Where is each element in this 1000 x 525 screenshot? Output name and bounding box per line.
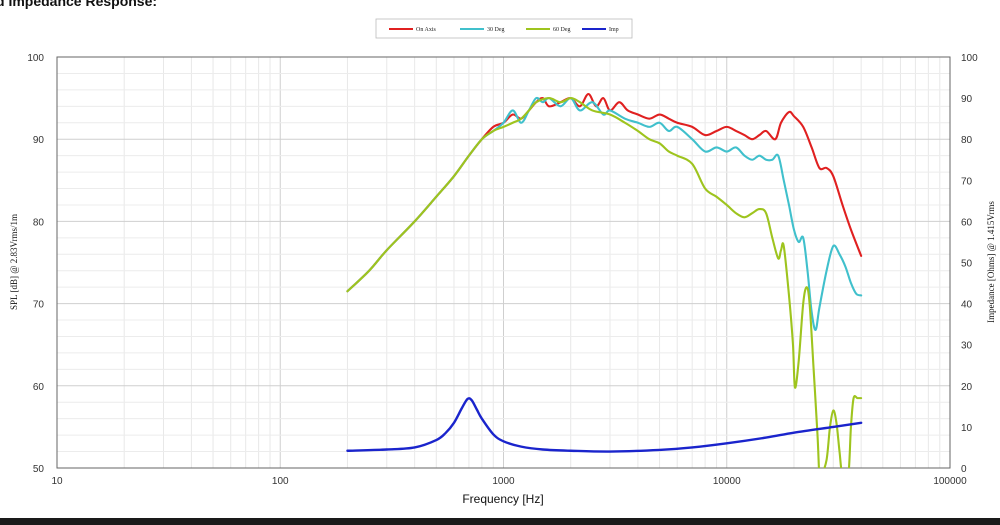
- y-tick-label-right: 70: [961, 176, 973, 187]
- tick-labels: 10 100 1000 10000 10000050607080901000102030…: [27, 53, 978, 487]
- series-line-imp: [346, 397, 863, 453]
- legend-label: On Axis: [416, 27, 437, 33]
- grid: [56, 56, 950, 469]
- y-axis-label-left: SPL [dB] @ 2.83Vrms/1m: [9, 214, 19, 310]
- y-tick-label-right: 50: [961, 259, 973, 270]
- y-tick-label-left: 80: [33, 217, 45, 228]
- y-tick-label-right: 10: [961, 423, 973, 434]
- series-line-30-deg: [346, 96, 863, 331]
- window-bottom-edge: [0, 518, 1000, 525]
- legend: On Axis 30 Deg 60 Deg Imp: [375, 18, 633, 39]
- y-axis-label-right: Impedance [Ohms] @ 1.415Vrms: [986, 201, 996, 323]
- y-tick-label-left: 90: [33, 135, 45, 146]
- x-tick-label: 10: [51, 476, 63, 487]
- x-tick-label: 100000: [933, 476, 967, 487]
- y-tick-label-right: 30: [961, 341, 973, 352]
- y-tick-label-right: 90: [961, 94, 973, 105]
- y-tick-label-right: 40: [961, 300, 973, 311]
- y-tick-label-right: 100: [961, 53, 978, 64]
- y-tick-label-left: 70: [33, 300, 45, 311]
- legend-label: Imp: [609, 27, 619, 33]
- x-tick-label: 1000: [492, 476, 515, 487]
- plot-frame: [56, 56, 951, 469]
- legend-entry-30-deg: 30 Deg: [460, 27, 505, 33]
- legend-box: [375, 18, 633, 39]
- x-tick-label: 100: [272, 476, 289, 487]
- x-axis-label: Frequency [Hz]: [462, 492, 543, 506]
- legend-entry-imp: Imp: [582, 27, 619, 33]
- legend-items: On Axis 30 Deg 60 Deg Imp: [389, 27, 619, 33]
- y-tick-label-left: 60: [33, 382, 45, 393]
- y-tick-label-left: 100: [27, 53, 44, 64]
- page-title: d Impedance Response:: [0, 0, 158, 9]
- series-line-60-deg: [346, 97, 863, 468]
- x-tick-label: 10000: [713, 476, 741, 487]
- legend-label: 30 Deg: [487, 27, 505, 33]
- legend-entry-60-deg: 60 Deg: [526, 27, 571, 33]
- legend-entry-on-axis: On Axis: [389, 27, 437, 33]
- y-tick-label-right: 60: [961, 217, 973, 228]
- series-line-on-axis: [346, 92, 863, 293]
- legend-label: 60 Deg: [553, 27, 571, 33]
- y-tick-label-left: 50: [33, 464, 45, 475]
- series-lines: [346, 92, 863, 468]
- y-tick-label-right: 0: [961, 464, 967, 475]
- y-tick-label-right: 20: [961, 382, 973, 393]
- y-tick-label-right: 80: [961, 135, 973, 146]
